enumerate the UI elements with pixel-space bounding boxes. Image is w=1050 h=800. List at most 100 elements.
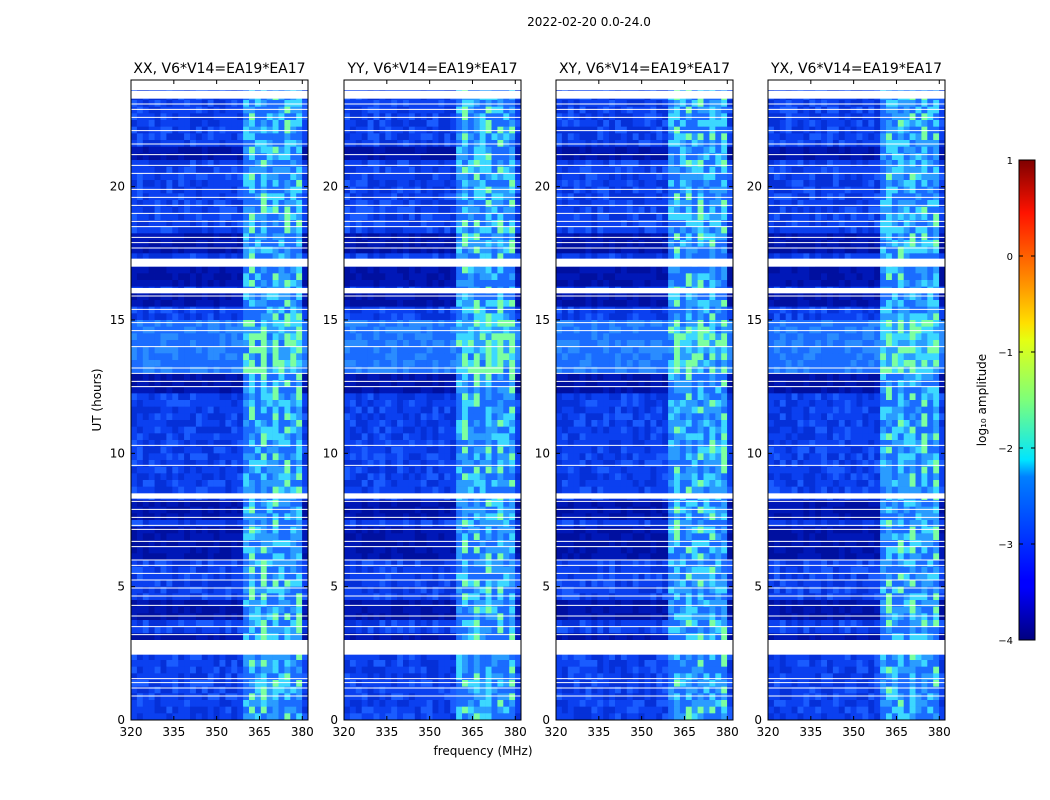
heatmap-cell: [432, 153, 439, 161]
heatmap-cell: [432, 233, 439, 241]
heatmap-cell: [432, 133, 439, 141]
heatmap-cell: [184, 700, 191, 707]
heatmap-cell: [302, 353, 309, 361]
heatmap-cell: [403, 240, 410, 247]
heatmap-cell: [131, 353, 138, 361]
heatmap-cell: [207, 193, 214, 201]
heatmap-cell: [249, 506, 256, 514]
heatmap-cell: [225, 540, 232, 547]
heatmap-cell: [190, 433, 197, 441]
heatmap-cell: [403, 273, 410, 281]
heatmap-cell: [243, 460, 250, 467]
heatmap-cell: [266, 566, 273, 574]
heatmap-cell: [444, 420, 451, 427]
heatmap-cell: [195, 226, 203, 234]
heatmap-cell: [403, 346, 410, 354]
heatmap-cell: [225, 133, 232, 141]
heatmap-cell: [254, 313, 262, 321]
heatmap-cell: [485, 506, 492, 514]
heatmap-cell: [397, 120, 404, 127]
heatmap-cell: [438, 126, 445, 134]
heatmap-cell: [403, 466, 410, 474]
heatmap-cell: [219, 573, 226, 581]
heatmap-cell: [219, 446, 226, 454]
heatmap-cell: [254, 86, 262, 94]
heatmap-cell: [178, 453, 185, 461]
heatmap-cell: [403, 386, 410, 394]
heatmap-cell: [172, 186, 179, 194]
heatmap-cell: [491, 280, 498, 287]
heatmap-cell: [201, 373, 208, 381]
heatmap-cell: [290, 426, 297, 434]
heatmap-cell: [266, 346, 273, 354]
heatmap-cell: [344, 433, 351, 441]
heatmap-cell: [361, 473, 368, 481]
heatmap-cell: [225, 126, 232, 134]
heatmap-cell: [344, 333, 351, 341]
heatmap-cell: [479, 206, 486, 214]
heatmap-cell: [160, 526, 167, 534]
heatmap-cell: [254, 346, 262, 354]
heatmap-cell: [491, 353, 498, 361]
heatmap-cell: [420, 473, 427, 481]
heatmap-cell: [450, 426, 457, 434]
heatmap-cell: [391, 240, 398, 247]
heatmap-cell: [462, 133, 469, 141]
heatmap-cell: [397, 360, 404, 367]
heatmap-cell: [355, 406, 362, 414]
flagged-gap: [131, 288, 308, 294]
heatmap-cell: [284, 560, 291, 567]
heatmap-cell: [426, 300, 433, 307]
heatmap-cell: [403, 373, 410, 381]
heatmap-cell: [391, 133, 398, 141]
heatmap-cell: [172, 146, 179, 154]
heatmap-cell: [367, 360, 374, 367]
heatmap-cell: [272, 673, 279, 681]
heatmap-cell: [296, 600, 303, 607]
heatmap-cell: [207, 680, 214, 687]
heatmap-cell: [444, 380, 451, 387]
heatmap-cell: [408, 220, 416, 227]
heatmap-cell: [473, 240, 480, 247]
heatmap-cell: [361, 360, 368, 367]
heatmap-cell: [385, 506, 392, 514]
heatmap-cell: [497, 320, 504, 327]
heatmap-cell: [290, 300, 297, 307]
heatmap-cell: [272, 226, 279, 234]
heatmap-cell: [213, 220, 220, 227]
heatmap-cell: [201, 120, 208, 127]
heatmap-cell: [225, 426, 232, 434]
heatmap-cell: [379, 300, 386, 307]
heatmap-cell: [302, 273, 309, 281]
heatmap-cell: [154, 513, 161, 521]
heatmap-cell: [403, 526, 410, 534]
heatmap-cell: [172, 266, 179, 274]
heatmap-cell: [284, 373, 291, 381]
heatmap-cell: [272, 680, 279, 687]
heatmap-cell: [485, 466, 492, 474]
heatmap-cell: [249, 566, 256, 574]
heatmap-cell: [148, 393, 155, 401]
heatmap-cell: [207, 173, 214, 181]
heatmap-cell: [184, 440, 191, 447]
heatmap-cell: [225, 606, 232, 614]
heatmap-cell: [237, 506, 244, 514]
heatmap-cell: [391, 220, 398, 227]
heatmap-cell: [219, 180, 226, 187]
heatmap-cell: [450, 466, 457, 474]
heatmap-cell: [172, 333, 179, 341]
heatmap-cell: [462, 473, 469, 481]
heatmap-cell: [349, 353, 357, 361]
heatmap-cell: [207, 666, 214, 674]
heatmap-cell: [361, 280, 368, 287]
heatmap-cell: [213, 373, 220, 381]
heatmap-cell: [397, 133, 404, 141]
heatmap-cell: [225, 346, 232, 354]
heatmap-cell: [414, 366, 421, 374]
heatmap-cell: [355, 220, 362, 227]
heatmap-cell: [160, 226, 167, 234]
heatmap-cell: [136, 100, 144, 107]
heatmap-cell: [213, 526, 220, 534]
heatmap-cell: [160, 293, 167, 301]
heatmap-cell: [284, 620, 291, 627]
